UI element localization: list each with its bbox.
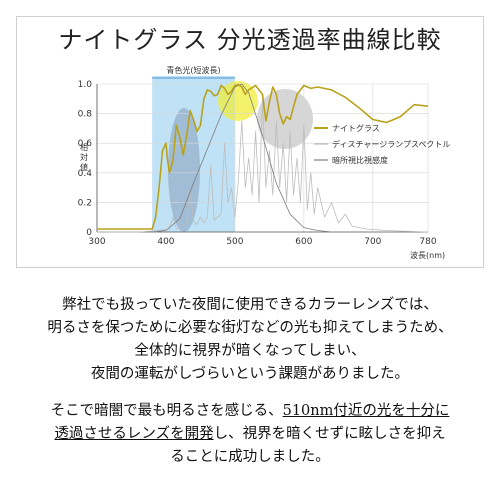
x-axis-label: 波長(nm) bbox=[410, 250, 445, 260]
paragraph-line: そこで暗闇で最も明るさを感じる、510nm付近の光を十分に bbox=[0, 400, 500, 423]
highlight-ellipse-blue bbox=[168, 108, 200, 232]
series-line-1 bbox=[97, 98, 429, 233]
paragraph-line: 夜間の運転がしづらいという課題がありました。 bbox=[90, 366, 410, 382]
series-line-0 bbox=[97, 83, 429, 230]
y-tick-label: 0.2 bbox=[78, 198, 92, 208]
series-line-2 bbox=[152, 83, 346, 233]
y-tick-label: 0.4 bbox=[78, 169, 93, 179]
y-tick-label: 0.6 bbox=[78, 139, 93, 149]
underlined-text: 510nm付近の光を十分に bbox=[282, 403, 450, 419]
legend-label: ナイトグラス bbox=[332, 123, 380, 133]
paragraph-line: 弊社でも扱っていた夜間に使用できるカラーレンズでは、 bbox=[62, 297, 438, 313]
x-tick-label: 300 bbox=[88, 237, 105, 247]
paragraph-text: し、視界を暗くせずに眩しさを抑え bbox=[213, 426, 446, 442]
y-axis-label: 相対値 bbox=[80, 142, 88, 172]
paragraph-text: そこで暗闇で最も明るさを感じる、 bbox=[50, 403, 283, 419]
y-tick-label: 0 bbox=[86, 228, 92, 238]
y-tick-label: 1.0 bbox=[78, 80, 93, 90]
solution-paragraph: そこで暗闇で最も明るさを感じる、510nm付近の光を十分に 透過させるレンズを開… bbox=[0, 400, 500, 469]
x-tick-label: 500 bbox=[226, 237, 243, 247]
legend-label: 暗所視比視感度 bbox=[332, 155, 388, 165]
blue-light-band-label: 青色光(短波長) bbox=[166, 65, 220, 75]
paragraph-line: 明るさを保つために必要な街灯などの光も抑えてしまうため、 bbox=[47, 320, 453, 336]
paragraph-line: 透過させるレンズを開発し、視界を暗くせずに眩しさを抑え bbox=[0, 423, 500, 446]
paragraph-line: 全体的に視界が暗くなってしまい、 bbox=[134, 343, 366, 359]
x-tick-label: 780 bbox=[419, 237, 436, 247]
paragraph-line: ることに成功しました。 bbox=[170, 449, 330, 465]
x-tick-label: 400 bbox=[157, 237, 174, 247]
axes: 300 400 500 600 700 780 0 0.2 0.4 0.6 0.8 1.0 bbox=[78, 80, 437, 247]
y-tick-label: 0.8 bbox=[78, 110, 93, 120]
underlined-text: 透過させるレンズを開発 bbox=[54, 426, 214, 442]
x-tick-label: 700 bbox=[364, 237, 381, 247]
x-tick-label: 600 bbox=[295, 237, 312, 247]
intro-paragraph: 弊社でも扱っていた夜間に使用できるカラーレンズでは、 明るさを保つために必要な街… bbox=[0, 294, 500, 386]
series-layer bbox=[97, 83, 429, 233]
legend-label: ディスチャージランプスペクトル bbox=[332, 139, 450, 149]
chart-frame bbox=[16, 16, 484, 268]
chart-title: ナイトグラス 分光透過率曲線比較 bbox=[58, 26, 442, 54]
